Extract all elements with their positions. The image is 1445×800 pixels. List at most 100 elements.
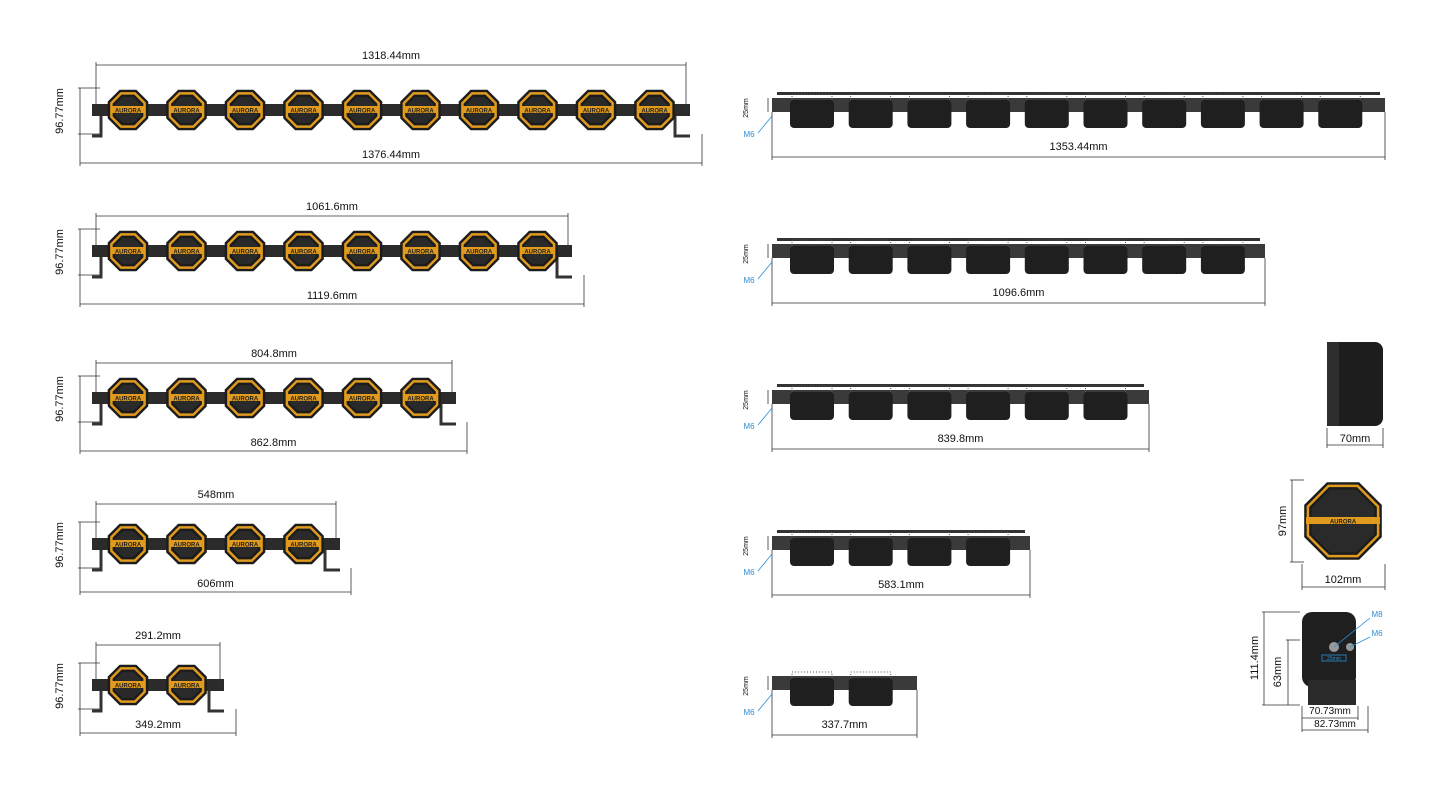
bar-plate [772,536,1030,550]
dimension-label: 96.77mm [54,376,66,422]
lamp-body [1083,392,1128,420]
lamp-logo: AURORA [641,109,668,115]
lamp-ring [227,380,263,416]
lamp-logo: AURORA [524,109,551,115]
dimension-label: 606mm [197,578,234,590]
lamp-logo-strip [286,106,321,113]
leader-line [1333,617,1371,648]
bracket-lamp [1302,612,1356,687]
lamp-logo: AURORA [466,250,493,256]
lamp-logo: AURORA [407,109,434,115]
lamp-logo-strip [403,394,438,401]
lamp-ring [168,233,205,269]
lamp-logo: AURORA [232,109,259,115]
lamp-ring [636,92,673,128]
lamp-ring [168,380,205,416]
lamp-ring [110,667,146,703]
lamp-body [790,392,834,420]
lamp-body [907,392,952,420]
dimension-label: 291.2mm [135,630,181,642]
lamp-logo-strip [169,106,204,113]
lamp-ring [168,526,205,562]
lamp-logo: AURORA [232,250,259,256]
dimension-label: 102mm [1325,574,1362,586]
side-view-body [1327,342,1383,426]
mount-foot [439,404,456,426]
lamp-body [1024,100,1069,128]
lamp-logo: AURORA [407,397,434,403]
lamp-body [1083,246,1128,274]
lamp-ring [168,667,205,703]
mount-foot [92,404,103,426]
dimension-label: 96.77mm [54,663,66,709]
dimension-label: 25mm [743,676,750,696]
dimension-label: 82.73mm [1314,719,1356,730]
lamp-logo-strip [228,394,262,401]
mount-foot [92,257,103,279]
lamp-logo-strip [228,247,262,254]
lamp-body [1200,246,1245,274]
lamp-ring [344,233,380,269]
lamp-ring [110,233,146,269]
lamp-ring [578,92,614,128]
lamp-body [1024,392,1069,420]
thread-label: M6 [743,568,755,577]
lamp-body [1142,100,1187,128]
lamp-logo-strip [637,106,672,113]
lamp-logo-strip [520,106,555,113]
bar-rail [777,530,1025,533]
side-view-face [1327,342,1339,426]
dimension-label: 804.8mm [251,348,297,360]
lamp-logo: AURORA [349,109,376,115]
dimension-label: 25mm [743,244,750,264]
lamp-logo: AURORA [407,250,434,256]
lamp-logo-strip [111,247,145,254]
lamp-ring [227,92,263,128]
dimension-label: 839.8mm [938,433,984,445]
mount-foot [323,550,340,572]
lamp-ring [461,233,497,269]
lamp-body [907,100,952,128]
lamp-ring [285,380,322,416]
lamp-ring [168,92,205,128]
leader-line [757,261,773,280]
bolt-label: M8 [1371,610,1383,619]
lamp-ring [285,92,322,128]
dimension-label: 96.77mm [54,522,66,568]
mount-foot [92,550,103,572]
dimension-label: 96.77mm [54,88,66,134]
dimension-label: 548mm [198,489,235,501]
dimension-label: 1096.6mm [993,287,1045,299]
dimension-label: 111.4mm [1249,636,1261,680]
lamp-ring [519,233,556,269]
dimension-label: 583.1mm [878,579,924,591]
dimension-label: 70.73mm [1309,706,1351,717]
lamp-ring [110,526,146,562]
mount-foot [673,116,690,138]
dimension-label: 25mm [743,98,750,118]
lamp-logo: AURORA [173,109,200,115]
lamp-logo-strip [403,247,438,254]
lamp-body [790,538,834,566]
dimension-label: 25mm [743,390,750,410]
lamp-logo-strip [286,247,321,254]
lamp-logo: AURORA [583,109,610,115]
lamp-ring [402,92,439,128]
lamp-logo-strip [228,106,262,113]
lamp-body [1142,246,1187,274]
lamp-logo: AURORA [115,109,142,115]
dimension-label: 25mm [743,536,750,556]
leader-line [757,693,773,712]
lamp-logo: AURORA [173,543,200,549]
lamp-body [966,246,1011,274]
lamp-body [907,246,952,274]
lamp-logo-strip [111,540,145,547]
bar-rail [777,92,1380,95]
lamp-ring [1306,484,1380,558]
dimension-label: 337.7mm [822,719,868,731]
lamp-ring [402,380,439,416]
bracket-slot [1321,654,1347,662]
thread-label: M6 [743,708,755,717]
mount-foot [555,257,572,279]
thread-label: M6 [743,130,755,139]
